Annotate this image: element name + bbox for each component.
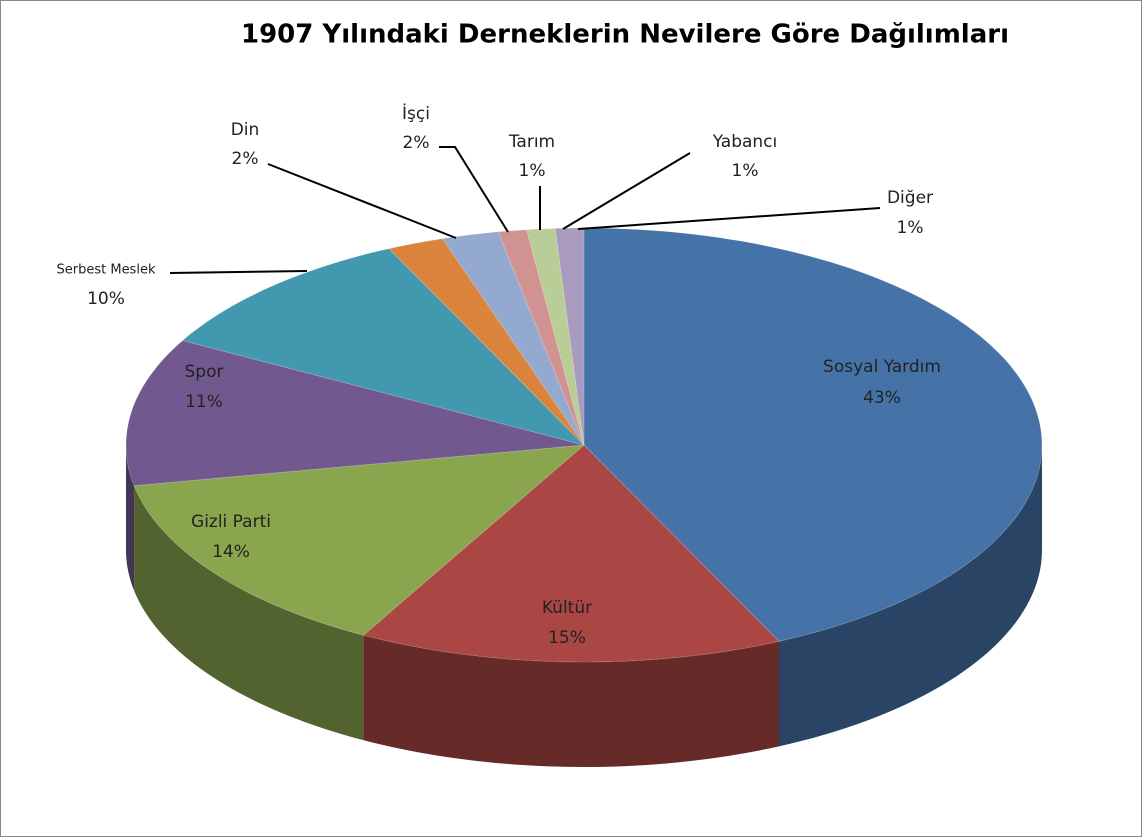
slice-label: Spor — [185, 362, 224, 382]
slice-value-label: 15% — [548, 628, 586, 648]
slice-value-label: 2% — [403, 133, 430, 153]
pie-slice — [583, 227, 1043, 642]
slice-label: Serbest Meslek — [57, 263, 156, 278]
slice-value-label: 2% — [232, 149, 259, 169]
leader-line — [562, 152, 691, 230]
pie-slice-side — [134, 485, 364, 741]
pie-slice — [362, 444, 780, 663]
slice-label: Gizli Parti — [191, 512, 271, 532]
leader-line — [439, 146, 509, 233]
slice-value-label: 1% — [897, 218, 924, 238]
pie-tops — [125, 227, 1043, 663]
pie-slice — [133, 444, 586, 636]
pie-slice — [441, 231, 585, 446]
slice-label: Yabancı — [712, 132, 778, 152]
slice-label: Kültür — [542, 598, 592, 618]
pie-sides — [126, 445, 1042, 767]
pie-slice — [125, 339, 585, 487]
pie-slice-side — [779, 445, 1042, 747]
leader-line — [169, 270, 308, 274]
pie-slice-side — [363, 635, 780, 767]
pie-slice — [181, 248, 586, 446]
slice-value-label: 1% — [732, 161, 759, 181]
slice-label: Tarım — [508, 132, 555, 152]
labels: Sosyal Yardım 43% Kültür 15% Gizli Parti 14% S… — [57, 103, 941, 648]
slice-value-label: 11% — [185, 392, 223, 412]
pie-slice-side — [126, 445, 135, 591]
slice-label: Diğer — [887, 188, 933, 208]
slice-label: Sosyal Yardım — [823, 357, 941, 377]
slice-value-label: 14% — [212, 542, 250, 562]
slice-value-label: 10% — [87, 289, 125, 309]
leader-line — [267, 163, 457, 239]
leader-line — [577, 207, 881, 230]
chart-title: 1907 Yılındaki Derneklerin Nevilere Göre… — [241, 20, 1009, 50]
slice-value-label: 43% — [863, 388, 901, 408]
pie-slice — [388, 238, 585, 446]
slice-label: İşçi — [402, 103, 430, 124]
slice-value-label: 1% — [519, 161, 546, 181]
slice-label: Din — [231, 120, 260, 140]
